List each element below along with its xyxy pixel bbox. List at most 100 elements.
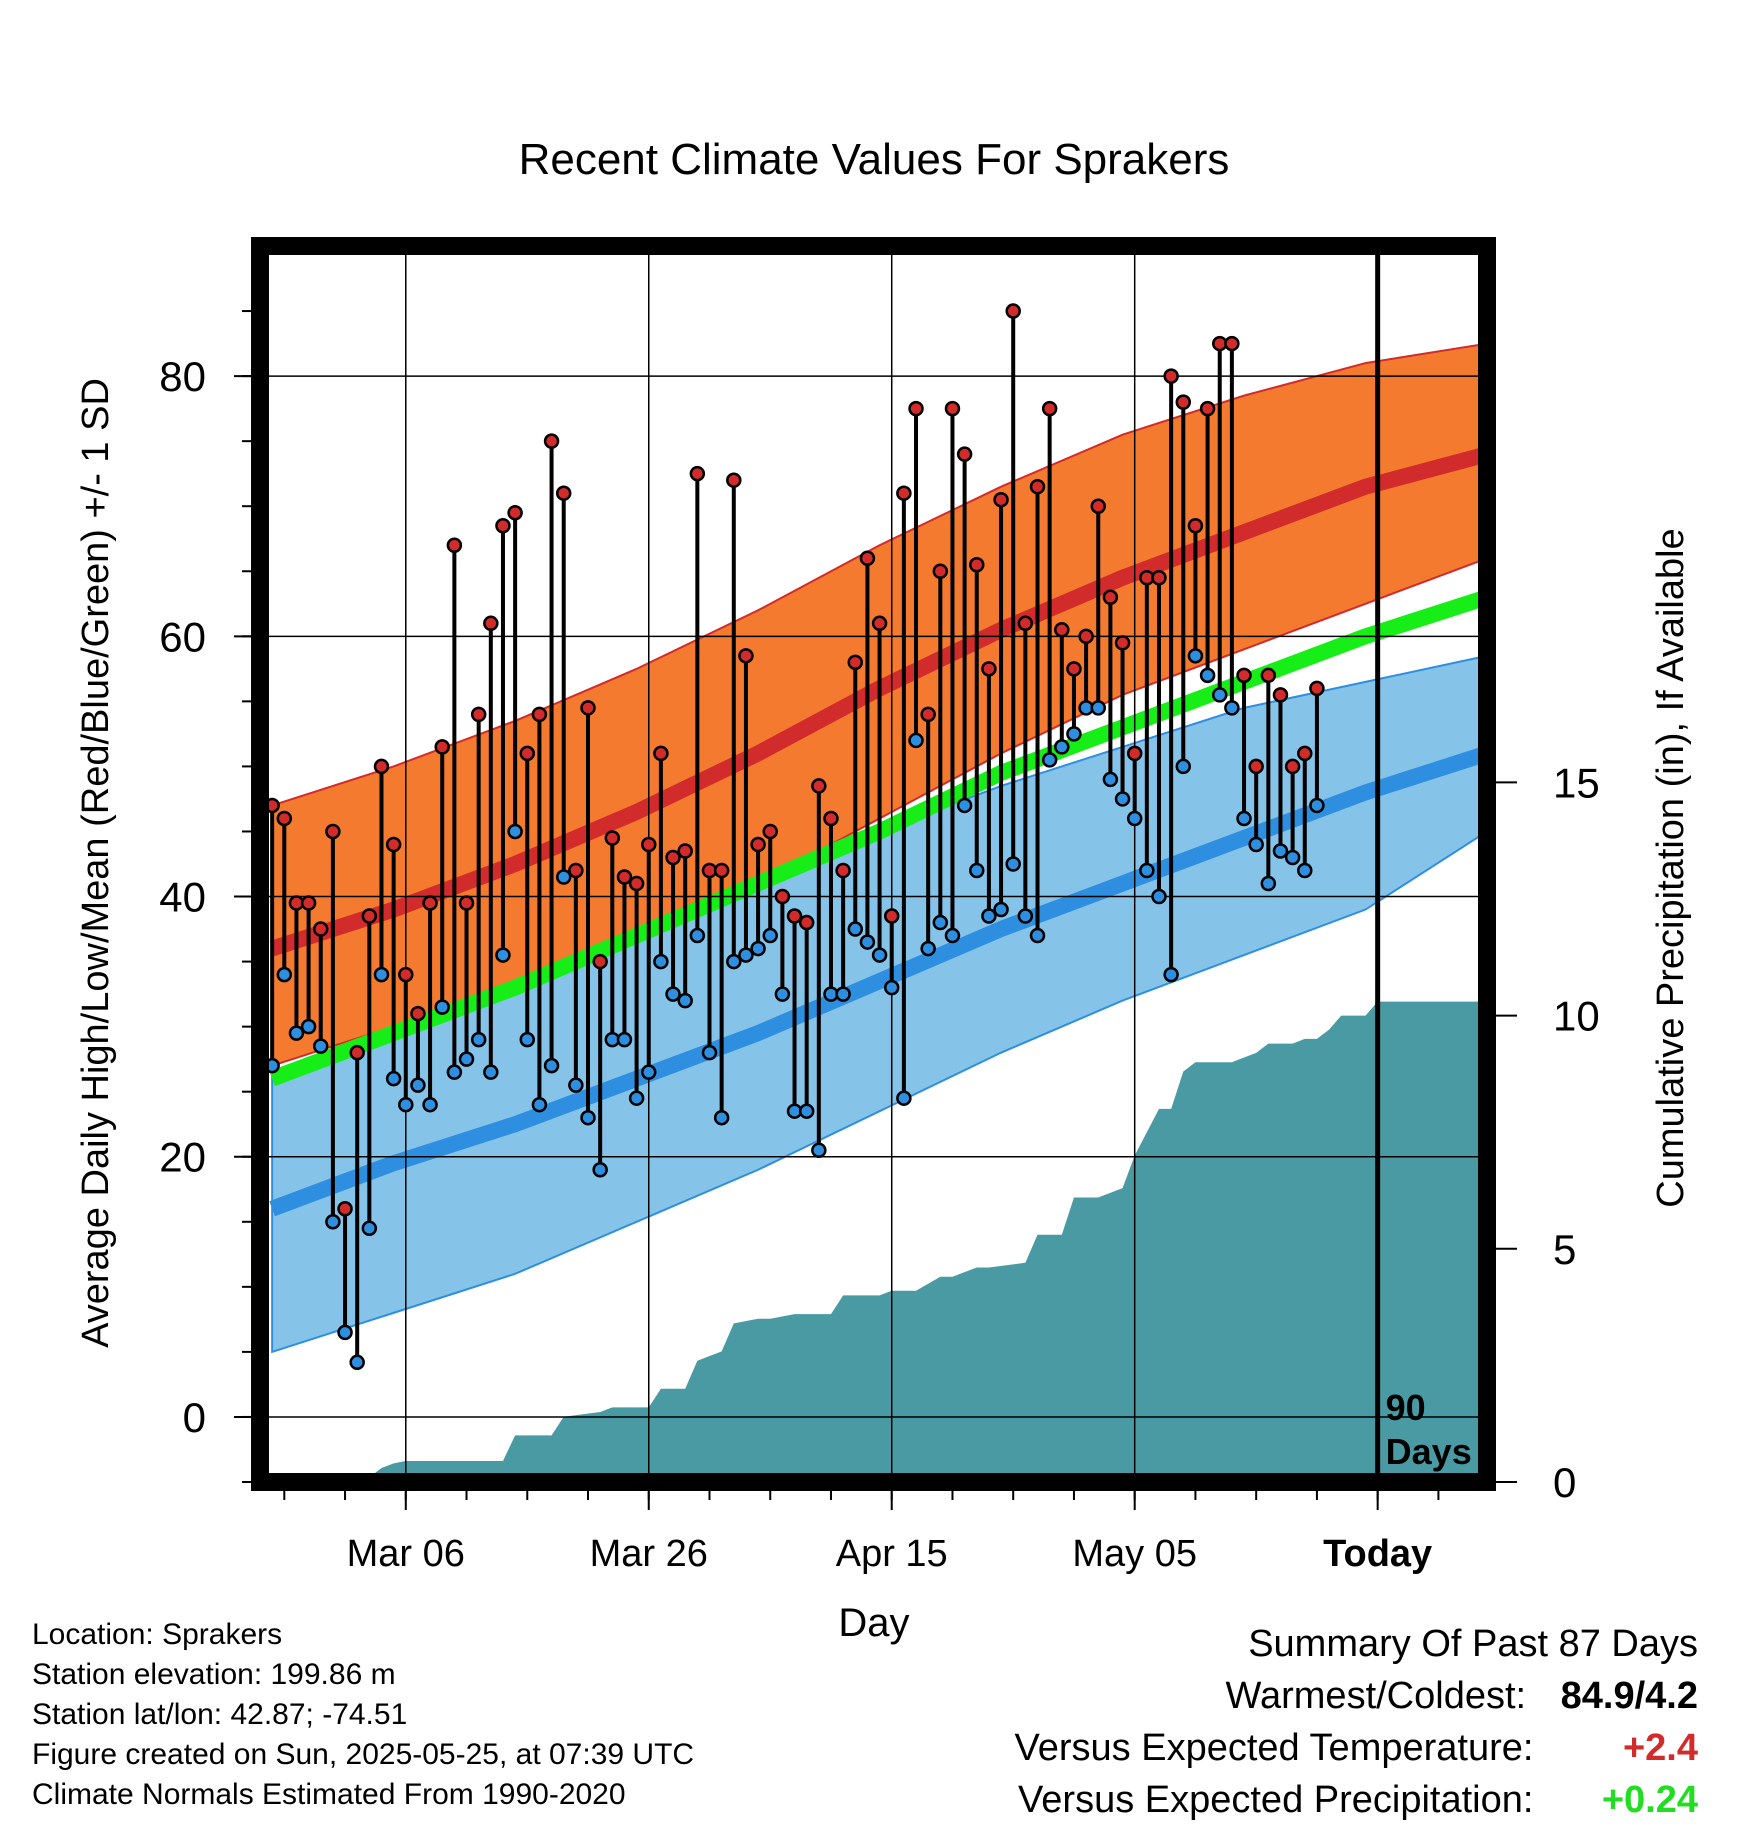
daily-low-point [616, 1031, 633, 1048]
daily-high-point [531, 706, 548, 723]
warmest-value: 84.9/4.2 [1560, 1675, 1698, 1717]
daily-low-point [665, 986, 681, 1002]
daily-low-point [555, 869, 572, 885]
left-axis-tick-label: 20 [159, 1134, 206, 1181]
daily-high-point [1078, 628, 1094, 645]
x-axis-label: Day [838, 1601, 909, 1645]
left-axis: 0 20 40 60 80 [159, 310, 251, 1483]
daily-low-point [1260, 875, 1277, 892]
daily-high-point [543, 433, 560, 449]
daily-high-point [616, 869, 633, 885]
daily-low-point [592, 1161, 608, 1178]
latlon-text: Station lat/lon: 42.87; -74.51 [32, 1698, 408, 1731]
daily-low-point [312, 1038, 329, 1054]
daily-low-point [361, 1220, 378, 1237]
daily-high-point [507, 504, 523, 521]
daily-low-point [1248, 836, 1264, 853]
precip-cumulative-area [357, 1001, 1487, 1482]
right-axis: 0 5 10 15 [1496, 759, 1600, 1506]
daily-high-point [361, 908, 378, 924]
daily-low-point [1284, 849, 1301, 866]
daily-high-point [604, 830, 621, 846]
daily-low-point [920, 940, 936, 957]
daily-low-point [1126, 810, 1143, 827]
daily-low-point [349, 1354, 365, 1371]
daily-low-point [495, 947, 511, 963]
daily-low-point [373, 966, 390, 983]
right-axis-tick-label: 5 [1553, 1226, 1576, 1273]
daily-low-point [1236, 810, 1252, 827]
daily-high-point [1248, 758, 1264, 775]
daily-high-point [1224, 335, 1240, 352]
daily-low-point [811, 1142, 827, 1158]
right-axis-tick-label: 15 [1553, 759, 1600, 806]
daily-low-point [701, 1044, 718, 1061]
daily-low-point [1175, 758, 1192, 775]
x-axis-tick-label: Mar 06 [347, 1533, 465, 1575]
daily-high-point [859, 550, 876, 567]
daily-low-point [434, 999, 450, 1015]
daily-high-point [653, 745, 669, 762]
daily-low-point [422, 1096, 438, 1113]
daily-high-point [446, 537, 463, 553]
daily-low-point [1151, 888, 1167, 905]
left-axis-tick-label: 0 [183, 1394, 206, 1441]
daily-high-point [944, 400, 961, 417]
daily-high-point [458, 895, 475, 911]
daily-low-point [1090, 700, 1106, 716]
daily-high-point [628, 875, 645, 892]
daily-high-point [1005, 303, 1021, 319]
daily-low-point [385, 1070, 402, 1087]
daily-high-point [726, 472, 742, 488]
daily-low-point [798, 1103, 815, 1119]
daily-high-point [1126, 745, 1143, 762]
daily-low-point [446, 1064, 463, 1080]
daily-low-point [762, 927, 778, 944]
daily-high-point [713, 862, 730, 879]
daily-low-point [1272, 843, 1289, 859]
x-axis-tick-label: May 05 [1072, 1533, 1197, 1575]
daily-high-point [1102, 589, 1119, 606]
daily-high-point [373, 758, 390, 775]
precip-anomaly-value: +0.24 [1601, 1779, 1698, 1821]
left-axis-label: Average Daily High/Low/Mean (Red/Blue/Gr… [75, 378, 117, 1348]
created-text: Figure created on Sun, 2025-05-25, at 07… [32, 1738, 695, 1771]
normal-low-line [269, 745, 1487, 1217]
daily-high-point [811, 778, 827, 794]
daily-low-point [580, 1109, 596, 1126]
daily-high-point [871, 615, 888, 632]
daily-low-point [981, 908, 997, 924]
daily-high-point [993, 491, 1009, 508]
summary-panel: Summary Of Past 87 Days Warmest/Coldest:… [1015, 1618, 1698, 1826]
daily-low-point [1017, 908, 1034, 924]
daily-low-point [738, 947, 754, 963]
daily-high-point [969, 557, 985, 573]
daily-high-point [495, 517, 511, 534]
daily-low-point [677, 992, 693, 1009]
daily-low-point [847, 921, 864, 937]
daily-low-point [1066, 726, 1082, 742]
daily-high-point [641, 836, 657, 853]
daily-low-point [483, 1064, 499, 1080]
right-axis-label: Cumulative Precipitation (in), If Availa… [1650, 528, 1692, 1207]
daily-high-point [774, 888, 791, 905]
daily-high-point [1187, 517, 1204, 534]
left-axis-tick-label: 80 [159, 353, 206, 400]
daily-low-point [956, 797, 973, 814]
daily-low-point [1005, 856, 1021, 872]
precipitation-area [357, 1001, 1487, 1482]
daily-low-point [908, 732, 924, 749]
daily-low-point [288, 1025, 305, 1041]
daily-low-point [859, 934, 876, 950]
summary-temp-row: Versus Expected Temperature: +2.4 [1015, 1722, 1698, 1774]
daily-high-point [847, 654, 864, 671]
plot-area [260, 246, 1487, 1482]
daily-high-point [483, 615, 499, 632]
daily-high-point [665, 849, 681, 866]
daily-high-point [300, 895, 317, 911]
daily-high-point [422, 895, 438, 911]
warmest-label: Warmest/Coldest: [1225, 1675, 1527, 1717]
daily-low-point [470, 1031, 487, 1048]
daily-low-point [774, 986, 791, 1002]
